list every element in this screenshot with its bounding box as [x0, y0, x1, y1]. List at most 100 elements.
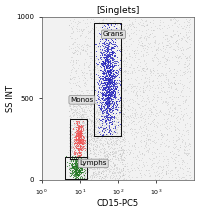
Point [111, 115, 114, 118]
Point [109, 68, 113, 72]
Point [79, 134, 82, 138]
Point [187, 54, 191, 57]
Point [141, 88, 144, 92]
Point [91, 162, 94, 165]
Point [100, 134, 103, 137]
Point [174, 39, 178, 42]
Point [107, 104, 111, 107]
Point [107, 129, 110, 133]
Point [67, 123, 70, 126]
Point [78, 143, 81, 146]
Point [110, 110, 113, 114]
Point [151, 69, 154, 72]
Point [122, 156, 125, 159]
Point [114, 34, 117, 38]
Point [74, 176, 77, 179]
Point [107, 100, 110, 103]
Point [101, 95, 104, 99]
Point [75, 161, 79, 164]
Point [139, 100, 142, 103]
Point [70, 156, 73, 159]
Point [94, 117, 97, 120]
Point [103, 127, 106, 130]
Point [132, 112, 135, 115]
Point [167, 58, 171, 61]
Point [140, 67, 144, 70]
Point [166, 55, 169, 59]
Point [112, 87, 115, 90]
Point [105, 102, 109, 105]
Point [111, 74, 114, 77]
Point [108, 54, 111, 58]
Point [161, 133, 164, 137]
Point [78, 120, 81, 123]
Point [109, 51, 113, 54]
Point [72, 166, 75, 169]
Point [69, 104, 72, 107]
Point [105, 28, 108, 32]
Point [76, 137, 80, 140]
Point [111, 64, 114, 67]
Point [97, 106, 100, 109]
Point [106, 134, 109, 137]
Point [175, 147, 178, 151]
Point [113, 51, 116, 54]
Point [103, 87, 106, 90]
Point [103, 164, 106, 167]
Point [110, 80, 113, 83]
Point [109, 17, 112, 21]
Point [145, 24, 148, 27]
Point [153, 138, 156, 142]
Point [151, 119, 154, 122]
Point [178, 54, 181, 58]
Point [153, 34, 157, 37]
Point [177, 120, 180, 124]
Point [77, 164, 80, 167]
Point [98, 100, 101, 104]
Point [144, 100, 147, 103]
Point [80, 134, 84, 138]
Point [93, 58, 97, 62]
Point [77, 104, 80, 108]
Point [66, 164, 69, 168]
Point [84, 105, 87, 108]
Point [111, 119, 114, 123]
Point [80, 166, 83, 170]
Point [137, 58, 141, 61]
Point [76, 156, 79, 159]
Point [76, 177, 79, 181]
Point [74, 143, 77, 147]
Point [74, 164, 77, 167]
Point [78, 130, 81, 133]
Point [79, 170, 82, 173]
Point [97, 176, 100, 180]
Point [136, 64, 140, 67]
Point [74, 120, 78, 123]
Point [140, 49, 143, 52]
Point [106, 160, 109, 163]
Point [84, 43, 87, 46]
Point [83, 49, 86, 53]
Point [70, 154, 73, 158]
Point [81, 162, 84, 166]
Point [105, 89, 108, 92]
Point [103, 62, 106, 65]
Point [106, 77, 110, 80]
Point [115, 103, 118, 106]
Point [166, 133, 169, 137]
Point [81, 43, 84, 46]
Point [112, 80, 116, 83]
Point [131, 106, 134, 110]
Point [185, 106, 188, 110]
Point [83, 170, 86, 174]
Point [103, 100, 106, 104]
Point [100, 91, 103, 94]
Point [97, 106, 100, 109]
Point [99, 37, 102, 40]
Point [103, 81, 106, 84]
Point [126, 60, 129, 64]
Point [107, 82, 110, 85]
Point [71, 158, 74, 161]
Point [115, 103, 118, 107]
Point [97, 171, 100, 174]
